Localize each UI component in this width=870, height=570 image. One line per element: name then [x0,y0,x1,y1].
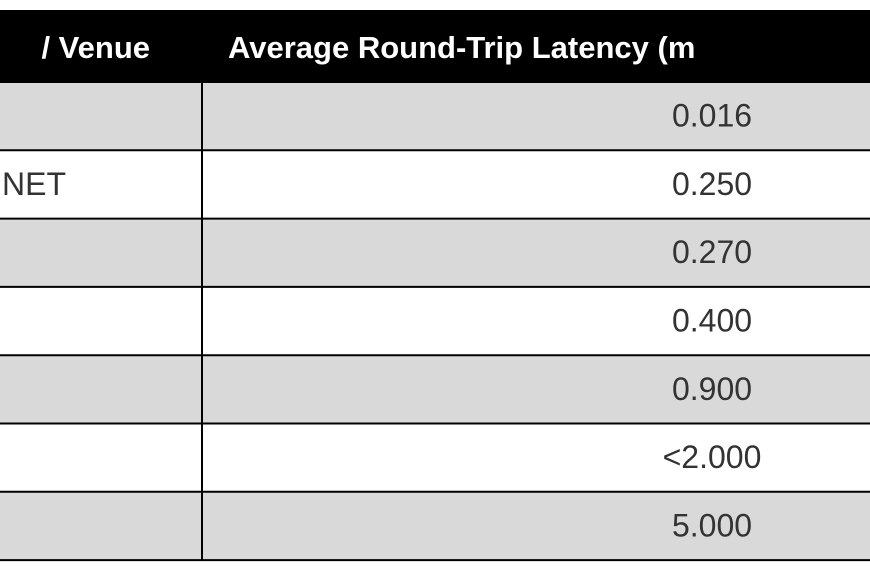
latency-cell: 0.400 [672,303,752,339]
latency-cell: 5.000 [672,507,752,543]
header-latency: Average Round-Trip Latency (m [228,30,695,65]
latency-cell: 0.016 [672,98,752,134]
latency-cell: <2.000 [663,439,762,475]
row-background [0,355,870,424]
row-background [0,286,870,356]
row-background [0,423,870,492]
latency-cell: 0.900 [672,371,752,407]
header-background [0,10,870,82]
header-venue: / Venue [41,30,150,65]
row-background [0,82,870,151]
row-background [0,218,870,287]
latency-cell: 0.270 [672,234,752,270]
row-background [0,491,870,561]
latency-cell: 0.250 [672,166,752,202]
venue-cell: NET [2,166,66,202]
row-background [0,150,870,219]
